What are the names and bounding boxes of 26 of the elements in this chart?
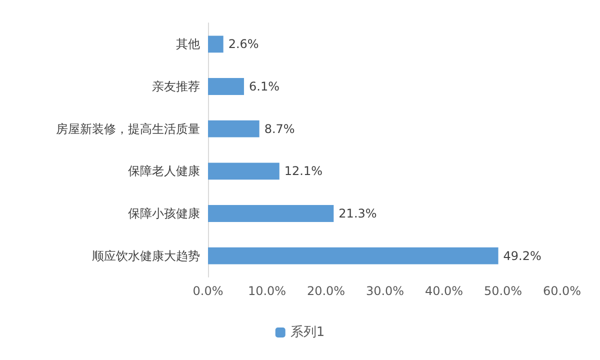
legend-label: 系列1 (290, 325, 325, 340)
data-label: 21.3% (338, 206, 377, 220)
bar (208, 120, 260, 138)
x-tick-label: 30.0% (366, 284, 404, 298)
x-tick-label: 60.0% (542, 284, 582, 298)
y-tick-label: 房屋新装修，提高生活质量 (56, 122, 200, 136)
x-tick-label: 20.0% (306, 284, 346, 298)
x-tick-label: 50.0% (484, 284, 522, 298)
bar (208, 36, 224, 53)
bar (208, 247, 498, 264)
y-tick-label: 顺应饮水健康大趋势 (92, 248, 200, 263)
y-tick-label: 其他 (176, 37, 200, 52)
bar (208, 78, 244, 95)
data-label: 12.1% (284, 164, 323, 178)
y-tick-label: 保障老人健康 (128, 164, 200, 178)
data-label: 6.1% (248, 80, 280, 94)
data-label: 49.2% (503, 248, 542, 263)
x-tick-label: 10.0% (248, 284, 286, 298)
data-label: 8.7% (264, 122, 295, 136)
bar (208, 205, 334, 222)
y-tick-label: 保障小孩健康 (128, 206, 200, 220)
x-tick-label: 0.0% (192, 284, 224, 298)
y-tick-label: 亲友推荐 (152, 80, 200, 94)
x-tick-label: 40.0% (424, 284, 464, 298)
data-label: 2.6% (228, 37, 259, 52)
bar (208, 162, 280, 180)
